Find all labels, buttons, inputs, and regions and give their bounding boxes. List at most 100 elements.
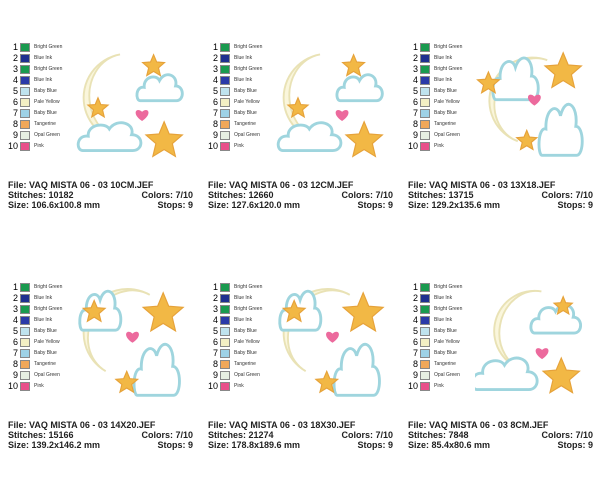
file-info: File: VAQ MISTA 06 - 03 18X30.JEF Stitche… bbox=[208, 420, 393, 450]
thread-item: 4 Blue Ink bbox=[408, 315, 498, 326]
cloud-shape bbox=[276, 121, 343, 152]
thread-item: 9 Opal Green bbox=[8, 370, 98, 381]
thread-number: 2 bbox=[12, 293, 18, 303]
thread-number: 9 bbox=[412, 130, 418, 140]
thread-name: Bright Green bbox=[434, 306, 463, 312]
thread-name: Opal Green bbox=[434, 132, 460, 138]
thread-name: Baby Blue bbox=[434, 328, 457, 334]
file-info: File: VAQ MISTA 06 - 03 10CM.JEF Stitches… bbox=[8, 180, 193, 210]
cloud-shape bbox=[491, 56, 540, 102]
thread-swatch bbox=[20, 98, 30, 107]
cloud-shape bbox=[132, 342, 181, 397]
thread-number: 9 bbox=[12, 130, 18, 140]
heart-shape bbox=[535, 348, 549, 360]
thread-name: Bright Green bbox=[434, 284, 463, 290]
color-count: Colors: 7/10 bbox=[541, 430, 593, 440]
design-panel: 1 Bright Green 2 Blue Ink 3 Bright Green 4 Blue… bbox=[0, 0, 200, 240]
thread-item: 6 Pale Yellow bbox=[408, 97, 498, 108]
thread-swatch bbox=[420, 338, 430, 347]
thread-swatch bbox=[20, 120, 30, 129]
star-shape bbox=[314, 369, 340, 394]
thread-name: Pale Yellow bbox=[234, 99, 260, 105]
thread-item: 1 Bright Green bbox=[8, 42, 98, 53]
heart-shape bbox=[326, 331, 339, 343]
thread-item: 2 Blue Ink bbox=[208, 293, 298, 304]
thread-swatch bbox=[420, 109, 430, 118]
thread-item: 1 Bright Green bbox=[208, 42, 298, 53]
thread-name: Opal Green bbox=[34, 372, 60, 378]
thread-swatch bbox=[220, 98, 230, 107]
thread-name: Blue Ink bbox=[434, 77, 453, 83]
thread-number: 6 bbox=[412, 337, 418, 347]
thread-name: Pale Yellow bbox=[34, 99, 60, 105]
star-shape bbox=[341, 291, 385, 333]
thread-swatch bbox=[20, 76, 30, 85]
thread-swatch bbox=[420, 43, 430, 52]
thread-number: 8 bbox=[412, 359, 418, 369]
file-name: File: VAQ MISTA 06 - 03 18X30.JEF bbox=[208, 420, 356, 430]
thread-name: Pale Yellow bbox=[234, 339, 260, 345]
star-shape bbox=[281, 298, 307, 323]
thread-number: 6 bbox=[412, 97, 418, 107]
design-panel: 1 Bright Green 2 Blue Ink 3 Bright Green 4 Blue… bbox=[200, 240, 400, 480]
heart-shape bbox=[135, 110, 149, 122]
thread-item: 6 Pale Yellow bbox=[208, 337, 298, 348]
thread-name: Blue Ink bbox=[234, 55, 253, 61]
thread-number: 10 bbox=[8, 141, 19, 151]
thread-name: Pale Yellow bbox=[434, 99, 460, 105]
thread-swatch bbox=[220, 109, 230, 118]
star-shape bbox=[114, 369, 140, 394]
thread-item: 3 Bright Green bbox=[408, 304, 498, 315]
thread-item: 4 Blue Ink bbox=[8, 75, 98, 86]
design-size: Size: 85.4x80.6 mm bbox=[408, 440, 491, 450]
file-name: File: VAQ MISTA 06 - 03 8CM.JEF bbox=[408, 420, 549, 430]
design-panel: 1 Bright Green 2 Blue Ink 3 Bright Green 4 Blue… bbox=[400, 0, 600, 240]
thread-number: 3 bbox=[412, 304, 418, 314]
thread-name: Bright Green bbox=[34, 284, 63, 290]
heart-shape bbox=[527, 94, 541, 106]
embroidery-design-preview bbox=[276, 53, 384, 158]
thread-item: 7 Baby Blue bbox=[208, 108, 298, 119]
thread-swatch bbox=[20, 349, 30, 358]
thread-number: 2 bbox=[12, 53, 18, 63]
thread-number: 7 bbox=[212, 108, 218, 118]
thread-swatch bbox=[420, 294, 430, 303]
cloud-shape bbox=[335, 73, 384, 103]
thread-number: 7 bbox=[12, 108, 18, 118]
stop-count: Stops: 9 bbox=[157, 440, 193, 450]
thread-item: 10 Pink bbox=[408, 141, 498, 152]
thread-number: 1 bbox=[212, 282, 218, 292]
thread-swatch bbox=[420, 360, 430, 369]
design-size: Size: 129.2x135.6 mm bbox=[408, 200, 501, 210]
thread-name: Blue Ink bbox=[434, 295, 453, 301]
thread-item: 9 Opal Green bbox=[408, 370, 498, 381]
thread-number: 5 bbox=[412, 326, 418, 336]
thread-name: Pink bbox=[234, 383, 244, 389]
thread-swatch bbox=[220, 43, 230, 52]
star-shape bbox=[144, 120, 184, 158]
heart-shape bbox=[126, 331, 139, 343]
thread-swatch bbox=[220, 142, 230, 151]
stop-count: Stops: 9 bbox=[357, 440, 393, 450]
thread-item: 3 Bright Green bbox=[208, 64, 298, 75]
design-panel: 1 Bright Green 2 Blue Ink 3 Bright Green 4 Blue… bbox=[200, 0, 400, 240]
thread-item: 4 Blue Ink bbox=[208, 75, 298, 86]
thread-name: Bright Green bbox=[434, 44, 463, 50]
thread-name: Opal Green bbox=[234, 132, 260, 138]
star-shape bbox=[543, 51, 583, 89]
thread-item: 9 Opal Green bbox=[208, 370, 298, 381]
thread-item: 8 Tangerine bbox=[208, 119, 298, 130]
thread-number: 8 bbox=[12, 359, 18, 369]
thread-name: Baby Blue bbox=[434, 110, 457, 116]
stop-count: Stops: 9 bbox=[557, 200, 593, 210]
thread-swatch bbox=[20, 382, 30, 391]
star-shape bbox=[341, 53, 366, 77]
thread-swatch bbox=[420, 327, 430, 336]
star-shape bbox=[344, 120, 384, 158]
thread-item: 8 Tangerine bbox=[208, 359, 298, 370]
cloud-shape bbox=[76, 121, 143, 152]
thread-name: Blue Ink bbox=[234, 77, 253, 83]
thread-swatch bbox=[20, 43, 30, 52]
stitch-count: Stitches: 13715 bbox=[408, 190, 474, 200]
